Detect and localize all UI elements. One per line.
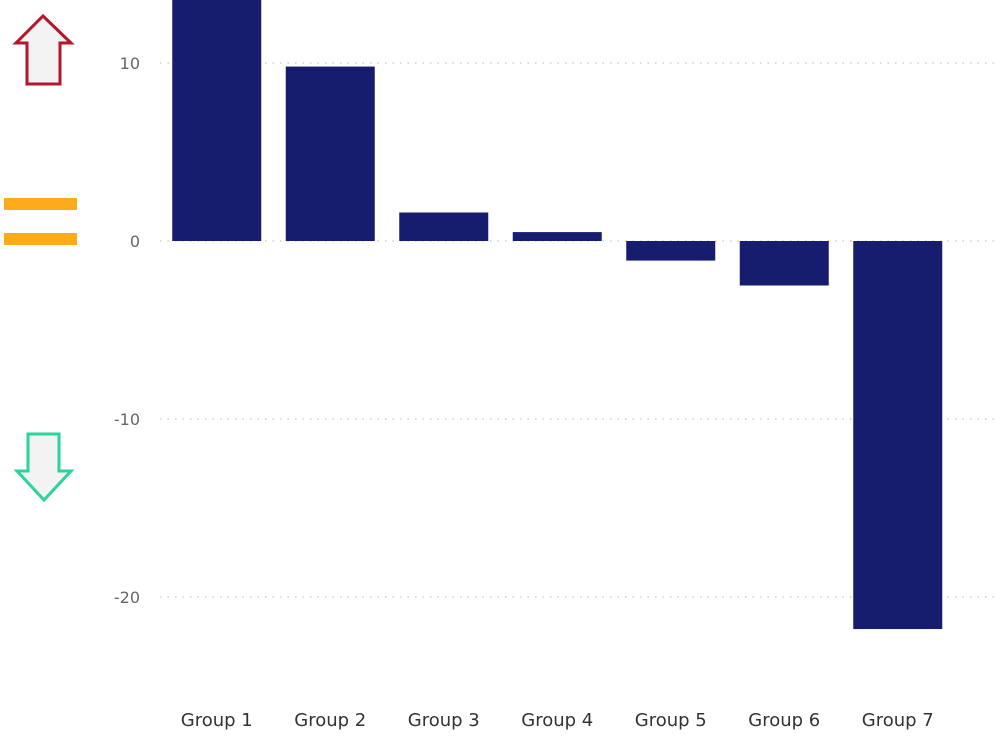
x-category-label: Group 2 <box>294 710 366 731</box>
bar-group-3[interactable] <box>399 212 489 241</box>
x-category-label: Group 1 <box>181 710 253 731</box>
down-arrow-icon <box>13 432 75 503</box>
bar-group-5[interactable] <box>626 241 716 261</box>
y-tick-label: 10 <box>120 54 140 73</box>
bar-group-7[interactable] <box>853 241 943 630</box>
x-category-label: Group 5 <box>635 710 707 731</box>
y-tick-label: -10 <box>114 410 140 429</box>
bars <box>172 0 943 630</box>
y-tick-label: 0 <box>130 232 140 251</box>
y-tick-label: -20 <box>114 588 140 607</box>
y-axis-ticks: 10 0 -10 -20 <box>114 54 140 607</box>
bar-group-2[interactable] <box>285 66 375 241</box>
x-category-label: Group 4 <box>521 710 593 731</box>
indicator-icons <box>4 13 77 503</box>
bar-group-1[interactable] <box>172 0 262 241</box>
x-axis-labels: Group 1 Group 2 Group 3 Group 4 Group 5 Group… <box>181 710 934 731</box>
x-category-label: Group 6 <box>748 710 820 731</box>
up-arrow-icon <box>12 13 75 86</box>
x-category-label: Group 7 <box>862 710 934 731</box>
equal-icon <box>4 198 77 245</box>
bar-group-6[interactable] <box>739 241 829 286</box>
bar-group-4[interactable] <box>512 232 602 241</box>
x-category-label: Group 3 <box>408 710 480 731</box>
